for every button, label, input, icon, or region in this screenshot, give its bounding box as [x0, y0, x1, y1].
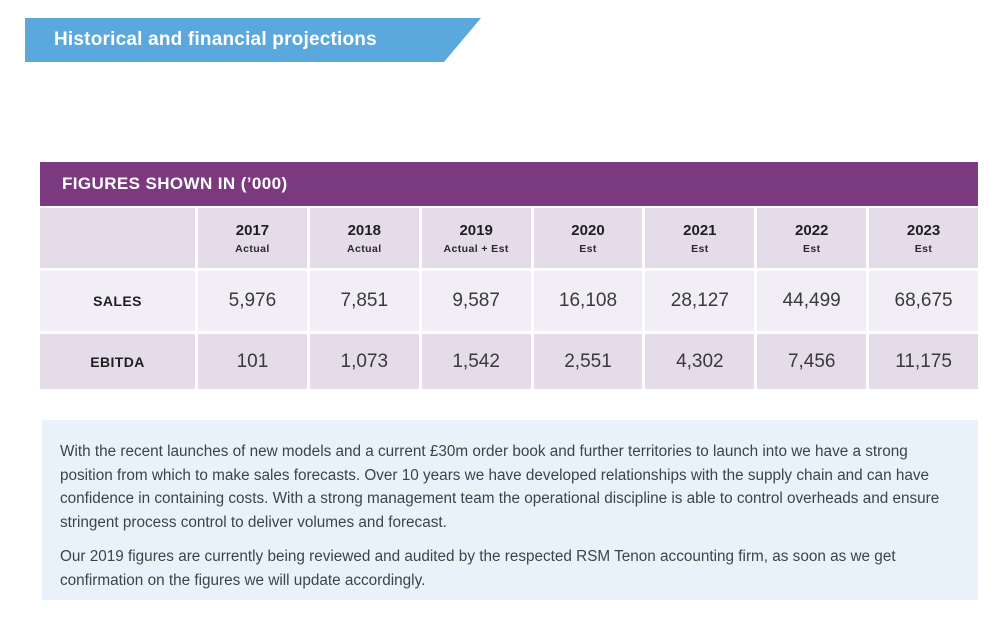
sales-2022-value: 44,499 — [757, 271, 867, 331]
column-type: Actual — [347, 243, 382, 255]
table-title-bar: FIGURES SHOWN IN (’000) — [40, 162, 978, 206]
table-title: FIGURES SHOWN IN (’000) — [62, 174, 288, 193]
column-type: Actual — [235, 243, 270, 255]
sales-2018-value: 7,851 — [309, 271, 419, 331]
column-type: Est — [802, 243, 821, 255]
column-header-2021: 2021 Est — [645, 208, 755, 268]
row-label-ebitda: EBITDA — [40, 334, 195, 389]
ebitda-2022-value: 7,456 — [757, 334, 867, 389]
column-type: Est — [914, 243, 933, 255]
column-header-2022: 2022 Est — [757, 208, 867, 268]
notes-box: With the recent launches of new models a… — [42, 420, 978, 600]
financial-projections-table: FIGURES SHOWN IN (’000) 2017 Actual 2018… — [40, 162, 978, 389]
ebitda-2021-value: 4,302 — [645, 334, 755, 389]
column-header-2023: 2023 Est — [869, 208, 978, 268]
sales-2020-value: 16,108 — [533, 271, 643, 331]
column-year: 2018 — [347, 222, 381, 239]
column-year: 2023 — [906, 222, 941, 239]
column-year: 2019 — [459, 222, 493, 239]
column-header-2017: 2017 Actual — [198, 208, 307, 268]
column-type: Actual + Est — [443, 243, 509, 255]
column-year: 2020 — [571, 222, 605, 239]
column-year: 2017 — [235, 222, 270, 239]
ebitda-2020-value: 2,551 — [533, 334, 643, 389]
sales-2023-value: 68,675 — [869, 271, 978, 331]
column-header-2020: 2020 Est — [533, 208, 643, 268]
column-header-2018: 2018 Actual — [309, 208, 419, 268]
section-banner: Historical and financial projections — [25, 18, 481, 62]
table-grid: 2017 Actual 2018 Actual 2019 Actual + Es… — [40, 208, 978, 389]
ebitda-2018-value: 1,073 — [309, 334, 419, 389]
ebitda-2023-value: 11,175 — [869, 334, 978, 389]
note-paragraph-2: Our 2019 figures are currently being rev… — [60, 548, 896, 589]
sales-2019-value: 9,587 — [421, 271, 531, 331]
column-type: Est — [579, 243, 597, 255]
sales-2017-value: 5,976 — [198, 271, 307, 331]
section-title: Historical and financial projections — [54, 29, 377, 50]
note-paragraph-1: With the recent launches of new models a… — [60, 443, 940, 531]
column-year: 2022 — [795, 222, 829, 239]
ebitda-2019-value: 1,542 — [421, 334, 531, 389]
ebitda-2017-value: 101 — [198, 334, 307, 389]
sales-2021-value: 28,127 — [645, 271, 755, 331]
row-label-sales: SALES — [40, 271, 195, 331]
column-type: Est — [691, 243, 709, 255]
corner-cell — [40, 208, 195, 268]
column-header-2019: 2019 Actual + Est — [421, 208, 531, 268]
column-year: 2021 — [683, 222, 717, 239]
